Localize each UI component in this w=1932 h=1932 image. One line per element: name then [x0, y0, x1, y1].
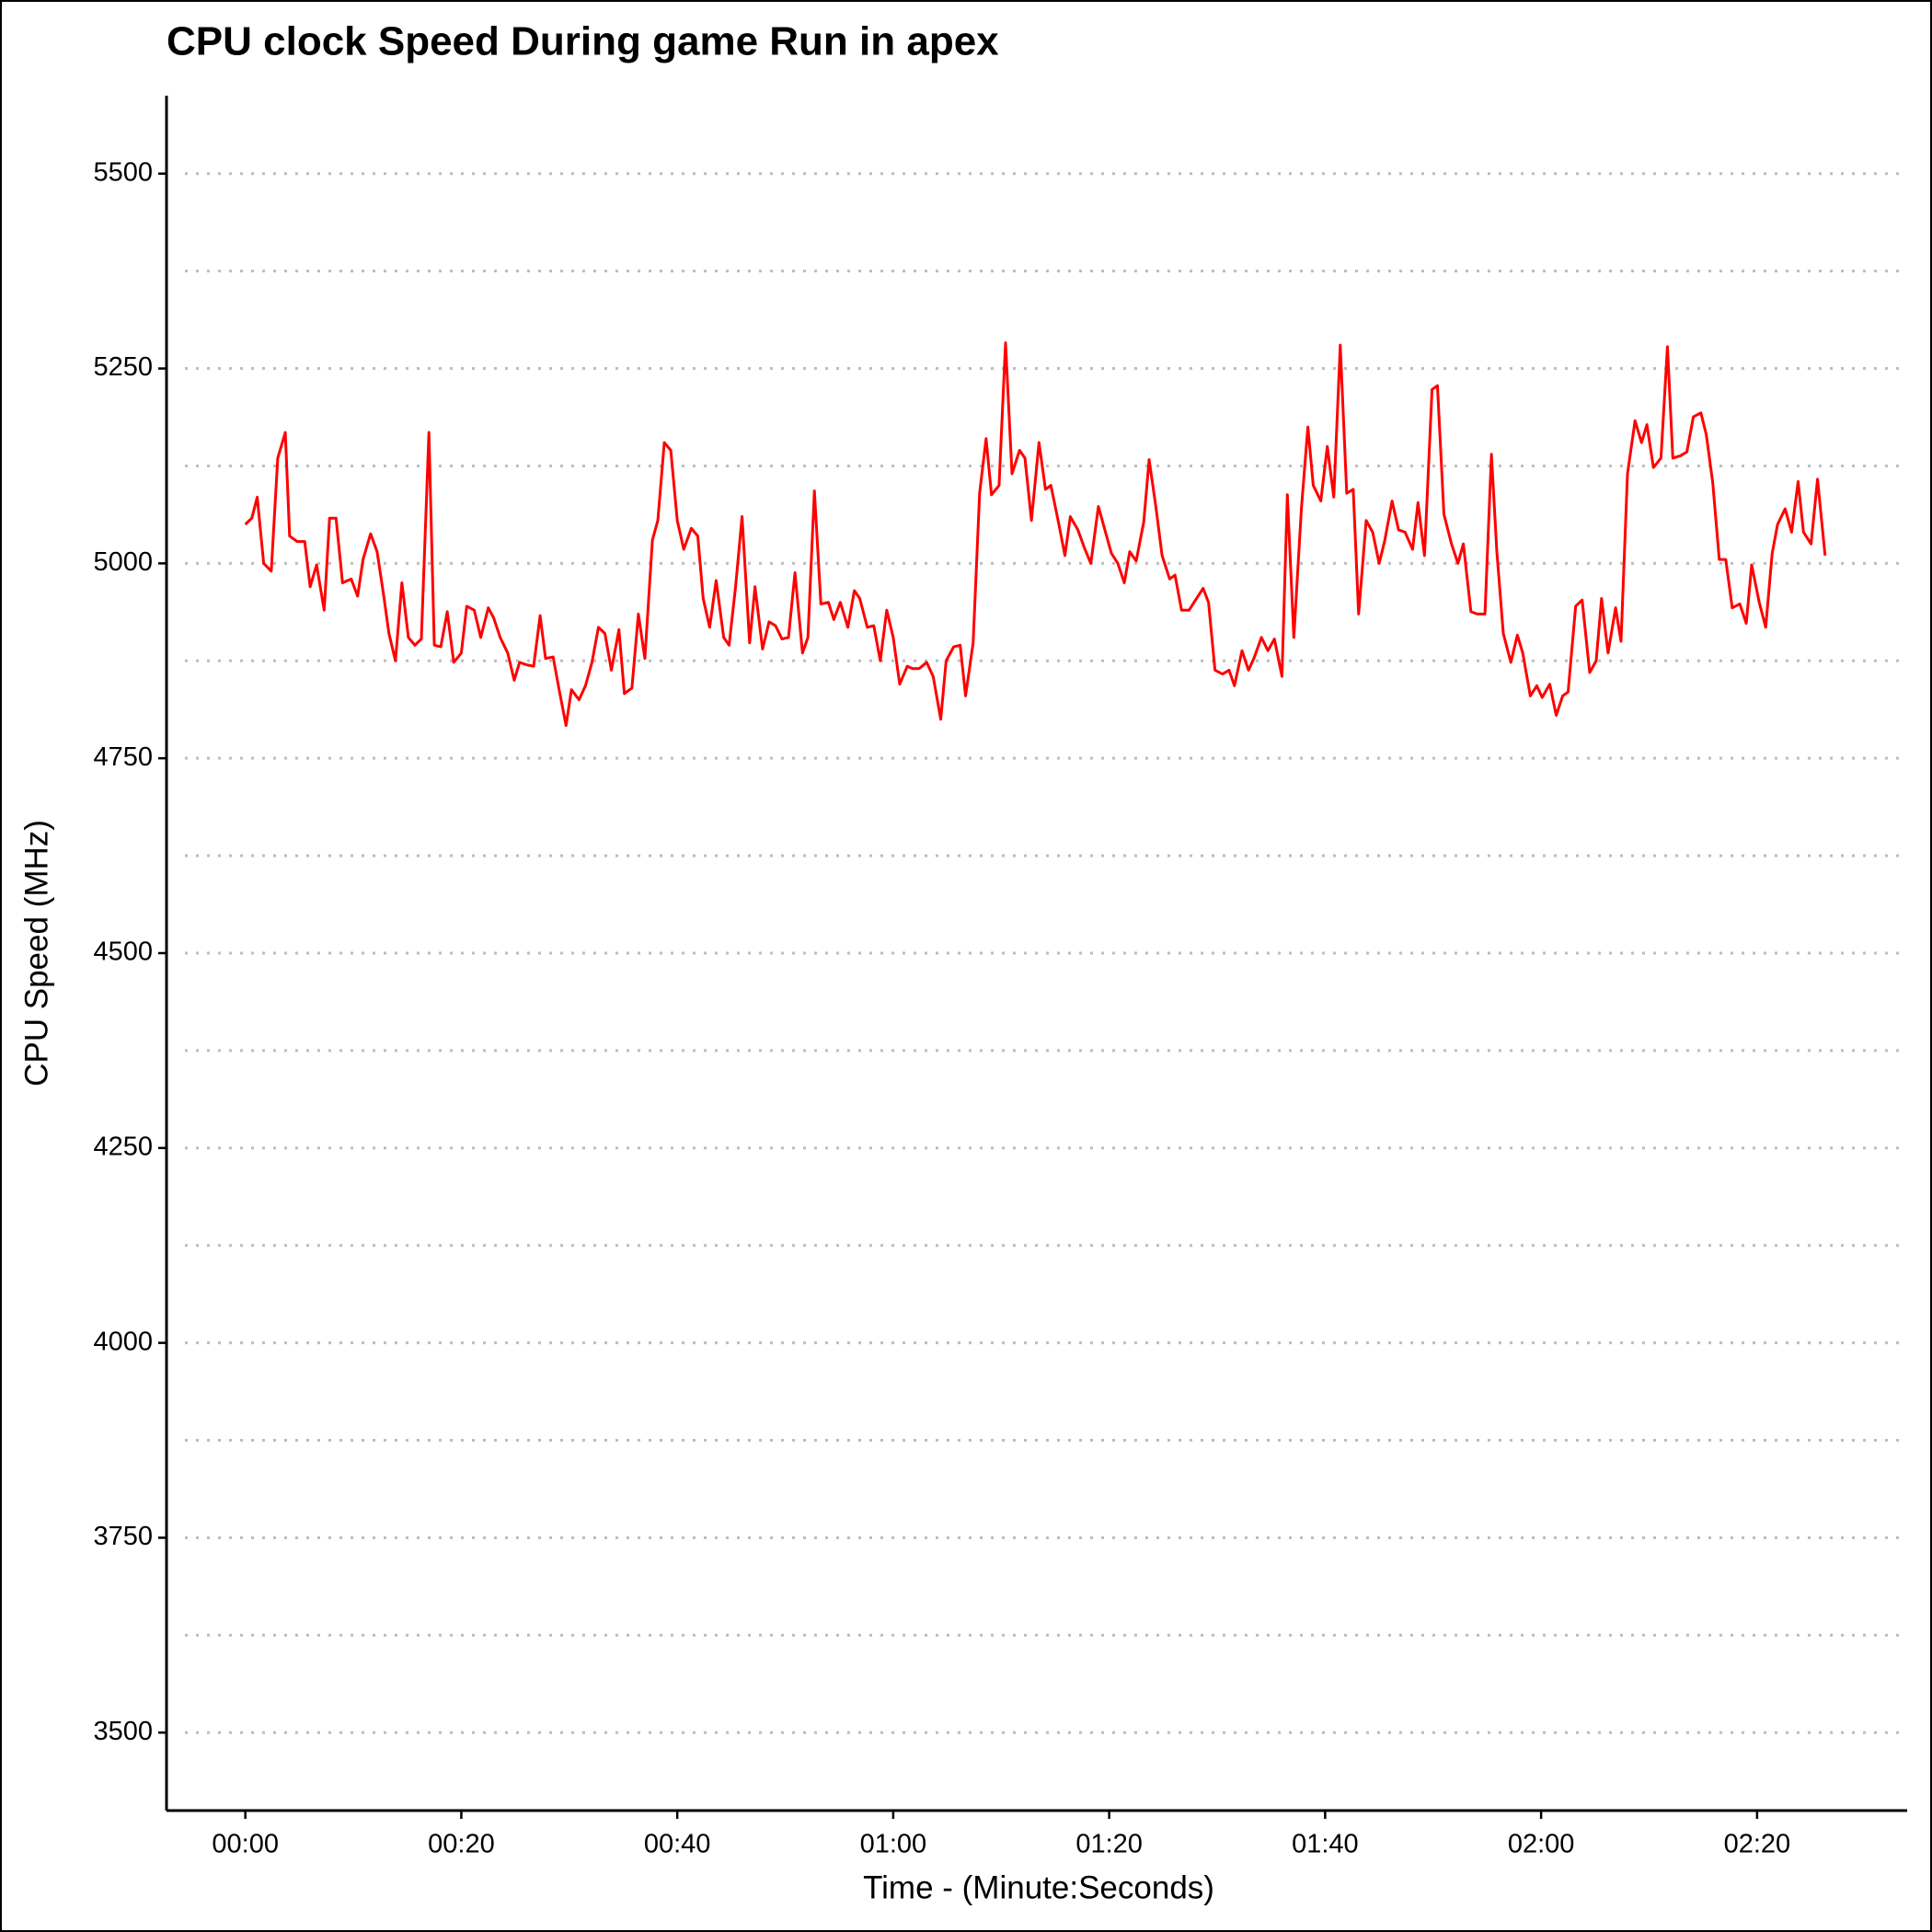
- x-tick-label: 00:40: [644, 1830, 711, 1859]
- x-tick-label: 02:00: [1508, 1830, 1575, 1859]
- y-axis-title: CPU Speed (MHz): [18, 820, 54, 1087]
- data-line: [244, 341, 1827, 728]
- y-tick-label: 5250: [93, 352, 153, 382]
- chart-title: CPU clock Speed During game Run in apex: [167, 19, 999, 64]
- x-tick-label: 01:40: [1292, 1830, 1359, 1859]
- y-tick-label: 5500: [93, 157, 153, 187]
- x-tick-label: 01:00: [860, 1830, 927, 1859]
- y-tick-label: 4750: [93, 742, 153, 772]
- y-tick-label: 3500: [93, 1717, 153, 1746]
- y-tick-label: 5000: [93, 547, 153, 577]
- y-tick-label: 4000: [93, 1327, 153, 1356]
- x-tick-label: 00:00: [212, 1830, 279, 1859]
- x-tick-label: 00:20: [428, 1830, 495, 1859]
- x-tick-label: 01:20: [1075, 1830, 1143, 1859]
- x-axis-title: Time - (Minute:Seconds): [863, 1869, 1214, 1905]
- y-tick-label: 4250: [93, 1132, 153, 1161]
- x-tick-label: 02:20: [1724, 1830, 1791, 1859]
- y-tick-label: 4500: [93, 937, 153, 967]
- y-tick-label: 3750: [93, 1522, 153, 1551]
